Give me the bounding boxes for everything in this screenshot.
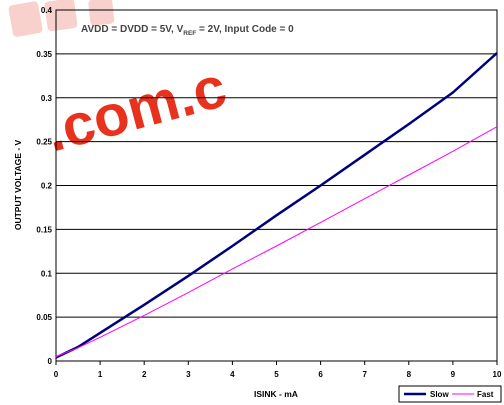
x-tick-label: 0 — [54, 370, 59, 379]
y-tick-label: 0.1 — [41, 269, 53, 278]
x-tick-label: 7 — [362, 370, 367, 379]
annotation-suffix: = 2V, Input Code = 0 — [196, 24, 294, 35]
x-tick-label: 5 — [274, 370, 279, 379]
y-tick-label: 0.2 — [41, 182, 53, 191]
x-tick-label: 10 — [493, 370, 502, 379]
y-axis-label: OUTPUT VOLTAGE - V — [13, 139, 23, 230]
legend: Slow Fast — [398, 385, 502, 403]
x-tick-label: 8 — [407, 370, 412, 379]
legend-box — [398, 385, 502, 403]
grid-lines — [56, 53, 497, 318]
y-tick-label: 0.3 — [41, 94, 53, 103]
x-axis-label: ISINK - mA — [254, 389, 298, 399]
series-line-fast — [55, 126, 498, 358]
x-tick-label: 9 — [451, 370, 456, 379]
x-axis-ticks: 0 1 2 3 4 5 6 7 8 9 10 — [54, 361, 502, 379]
series-lines — [55, 52, 498, 359]
annotation-subscript: REF — [183, 30, 196, 37]
x-tick-label: 4 — [230, 370, 235, 379]
y-tick-label: 0.15 — [36, 225, 52, 234]
watermark-glyph — [88, 0, 115, 26]
watermark-glyph — [44, 0, 78, 32]
x-tick-label: 6 — [318, 370, 323, 379]
x-tick-label: 3 — [186, 370, 191, 379]
chart-annotation: AVDD = DVDD = 5V, VREF = 2V, Input Code … — [81, 24, 294, 37]
y-tick-label: 0.4 — [41, 6, 53, 15]
series-line-slow — [55, 52, 498, 359]
watermark-glyph — [8, 1, 43, 37]
watermark-chinese-glyphs — [8, 0, 115, 37]
y-tick-label: 0.25 — [36, 138, 52, 147]
x-tick-label: 2 — [142, 370, 147, 379]
y-tick-label: 0 — [48, 357, 53, 366]
x-tick-label: 1 — [98, 370, 103, 379]
legend-label-fast: Fast — [477, 390, 494, 399]
legend-label-slow: Slow — [430, 390, 449, 399]
watermark-text: .com.c — [39, 54, 233, 164]
y-tick-label: 0.05 — [36, 313, 52, 322]
y-axis-ticks: 0 0.05 0.1 0.15 0.2 0.25 0.3 0.35 0.4 — [36, 6, 52, 366]
y-tick-label: 0.35 — [36, 50, 52, 59]
annotation-prefix: AVDD = DVDD = 5V, V — [81, 24, 184, 35]
